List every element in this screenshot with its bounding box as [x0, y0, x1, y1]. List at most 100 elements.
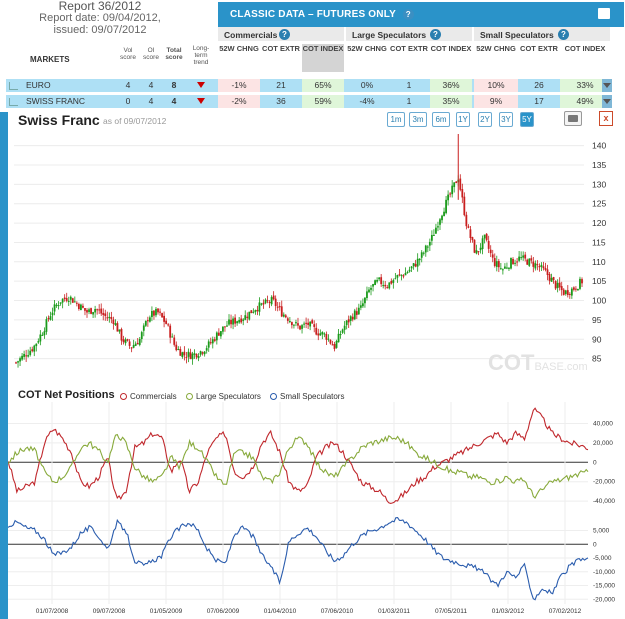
help-icon[interactable]: ?	[558, 29, 569, 40]
price-candle-body	[449, 193, 452, 195]
chart-mini-icon[interactable]	[9, 98, 18, 106]
price-candle-body	[564, 290, 567, 294]
column-header-4[interactable]: COT EXTR	[390, 44, 428, 53]
column-header-8[interactable]: COT INDEX	[564, 44, 606, 53]
column-header-6[interactable]: 52W CHNG	[476, 44, 516, 53]
price-candle-body	[148, 317, 151, 322]
price-candle-body	[528, 258, 531, 266]
price-candle-body	[278, 306, 281, 308]
row-expand-button[interactable]	[602, 95, 612, 108]
column-header-3[interactable]: 52W CHNG	[347, 44, 387, 53]
market-name[interactable]: EURO	[26, 80, 51, 90]
price-candle-body	[185, 356, 188, 358]
trend-down-icon	[197, 82, 205, 88]
cot-cell: 0%	[360, 80, 374, 90]
price-candle-body	[53, 304, 56, 312]
column-header-5[interactable]: COT INDEX	[430, 44, 472, 53]
price-candle-body	[293, 324, 295, 326]
range-button-1y[interactable]: 1Y	[456, 112, 470, 127]
price-candle-body	[71, 298, 74, 303]
range-button-3y[interactable]: 3Y	[499, 112, 513, 127]
x-tick: 01/03/2011	[378, 608, 410, 615]
price-candle-body	[155, 308, 157, 316]
vol-score-header: Vol score	[120, 47, 136, 61]
price-candle-body	[161, 313, 163, 318]
price-candle-body	[96, 309, 99, 311]
price-candle-body	[445, 199, 447, 214]
price-candle-body	[49, 316, 52, 320]
report-date: Report date: 09/04/2012,	[39, 12, 161, 24]
price-candle-body	[467, 226, 470, 228]
price-candle-body	[41, 334, 44, 336]
oi-score-header: OI score	[143, 47, 159, 61]
price-candle-body	[451, 185, 454, 195]
price-candle-body	[520, 257, 523, 259]
help-icon[interactable]: ?	[430, 29, 441, 40]
cot-cell: -2%	[218, 95, 260, 108]
price-candle-body	[426, 246, 429, 248]
cot-cell: 49%	[560, 95, 610, 108]
range-button-6m[interactable]: 6m	[432, 112, 450, 127]
print-icon[interactable]	[598, 8, 610, 19]
price-candle-body	[299, 325, 301, 330]
price-ytick: 90	[592, 334, 602, 344]
help-icon[interactable]: ?	[402, 9, 414, 20]
x-tick: 01/05/2009	[150, 608, 183, 615]
range-button-1m[interactable]: 1m	[387, 112, 405, 127]
price-candle-body	[39, 334, 42, 342]
price-candle-body	[447, 194, 450, 201]
price-candle-body	[262, 302, 265, 305]
price-candle-body	[240, 318, 243, 323]
price-candle-body	[412, 263, 415, 267]
price-candle-body	[353, 310, 356, 320]
market-row[interactable]: EURO 4 4 8 -1% 21 65% 0% 1 36% 10% 26 33%	[6, 79, 612, 92]
range-button-5y[interactable]: 5Y	[520, 112, 534, 127]
price-candle-body	[51, 312, 54, 316]
price-candle-body	[15, 362, 17, 364]
price-candle-body	[388, 282, 391, 289]
column-header-1[interactable]: COT EXTR	[262, 44, 300, 53]
price-candle-body	[128, 341, 131, 346]
price-candle-body	[558, 282, 561, 288]
series-line-small-speculators	[8, 517, 589, 601]
print-chart-button[interactable]	[564, 111, 582, 126]
price-candle-body	[556, 282, 559, 288]
chart-mini-icon[interactable]	[9, 82, 18, 90]
help-icon[interactable]: ?	[279, 29, 290, 40]
trend-header: Long-term trend	[192, 45, 210, 66]
column-header-7[interactable]: COT EXTR	[520, 44, 558, 53]
price-candle-body	[309, 321, 312, 327]
price-candle-body	[514, 262, 516, 264]
price-candle-body	[21, 355, 23, 360]
group-small-speculators: Small Speculators ?	[474, 27, 610, 41]
price-candle-body	[67, 300, 70, 302]
price-candle-body	[410, 266, 413, 269]
group-commercials-label: Commercials	[224, 30, 278, 40]
price-candle-body	[325, 334, 328, 340]
price-candle-body	[59, 302, 62, 304]
price-candle-body	[398, 274, 401, 276]
column-header-0[interactable]: 52W CHNG	[219, 44, 259, 53]
x-tick: 01/04/2010	[264, 608, 297, 615]
market-name[interactable]: SWISS FRANC	[26, 96, 86, 106]
market-row[interactable]: SWISS FRANC 0 4 4 -2% 36 59% -4% 1 35% 9% 17 49%	[6, 95, 612, 108]
price-candle-body	[532, 261, 535, 267]
price-candle-body	[499, 268, 502, 270]
column-header-2[interactable]: COT INDEX	[302, 44, 344, 72]
price-candle-body	[122, 339, 125, 343]
row-expand-button[interactable]	[602, 79, 612, 92]
range-button-2y[interactable]: 2Y	[478, 112, 492, 127]
price-candle-body	[566, 290, 569, 295]
range-button-3m[interactable]: 3m	[409, 112, 427, 127]
cot-cell: 33%	[560, 79, 610, 92]
close-chart-button[interactable]: x	[599, 111, 613, 126]
price-candle-body	[118, 329, 121, 332]
price-candle-body	[195, 354, 198, 358]
price-candle-body	[88, 309, 90, 313]
price-candle-body	[142, 325, 145, 331]
price-candle-body	[102, 312, 105, 315]
price-candle-body	[288, 321, 291, 323]
price-candle-body	[47, 318, 50, 320]
price-candle-body	[151, 311, 153, 318]
price-candle-body	[193, 353, 196, 355]
